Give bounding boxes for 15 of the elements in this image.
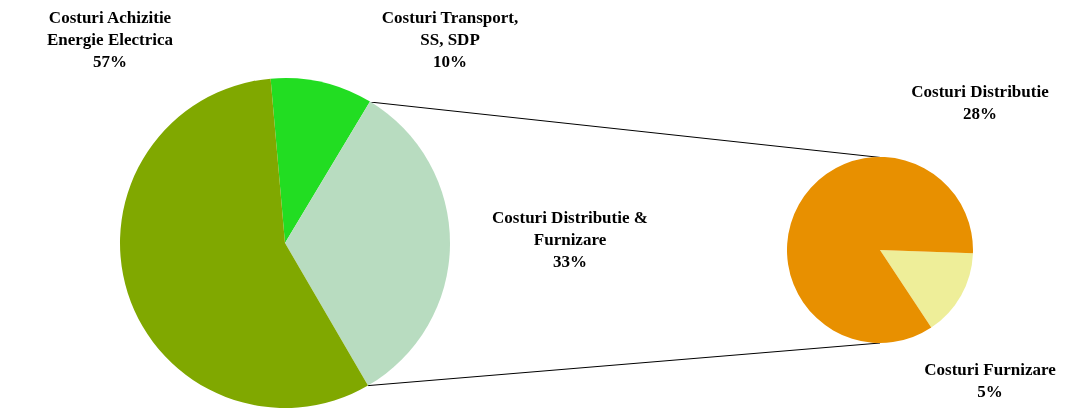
pie-slice	[120, 78, 368, 408]
data-label: 57%	[93, 52, 127, 71]
slice-label: Costuri Achizitie Energie Electrica	[46, 8, 174, 49]
data-label: 33%	[553, 252, 587, 271]
data-label: 5%	[977, 382, 1003, 401]
slice-label: Costuri Distributie	[911, 82, 1050, 101]
slice-label: Costuri Furnizare	[924, 360, 1057, 379]
pie-slice	[285, 101, 450, 386]
pie-slice	[270, 78, 370, 243]
data-label: 10%	[433, 52, 467, 71]
data-label: 28%	[963, 104, 997, 123]
pie-slice	[787, 157, 973, 343]
slice-label: Costuri Distributie & Furnizare	[492, 208, 648, 249]
slice-label: Costuri Transport, SS, SDP	[381, 8, 519, 49]
pie-slice	[880, 250, 973, 328]
